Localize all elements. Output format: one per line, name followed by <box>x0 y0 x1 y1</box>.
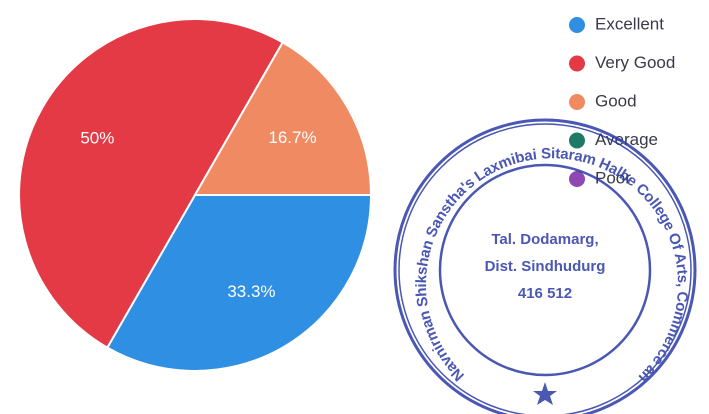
stamp-outer-ring-inner <box>398 123 692 414</box>
stamp-inner-ring <box>438 163 652 377</box>
stamp-outer-ring <box>393 118 697 414</box>
legend-swatch <box>569 171 585 187</box>
pie: 33.3% 50% 16.7% <box>18 18 373 372</box>
data-label: 33.3% <box>227 282 275 301</box>
stamp-line: Dist. Sindhudurg <box>485 258 606 275</box>
legend-swatch <box>569 132 585 149</box>
stamp-line: 416 512 <box>518 285 572 302</box>
stamp-star <box>533 382 557 405</box>
legend-label: Excellent <box>595 14 664 33</box>
legend-swatch <box>569 94 585 110</box>
legend-label: Very Good <box>595 53 675 72</box>
pie-slice <box>18 18 285 349</box>
pie-slice <box>105 194 373 372</box>
legend-label: Good <box>595 91 637 110</box>
pie-slice <box>193 41 373 196</box>
data-label: 16.7% <box>268 128 316 147</box>
data-label: 50% <box>80 128 114 147</box>
stamp-line: Tal. Dodamarg, <box>491 231 598 248</box>
legend-swatch <box>569 17 585 33</box>
legend-swatch <box>569 55 585 72</box>
